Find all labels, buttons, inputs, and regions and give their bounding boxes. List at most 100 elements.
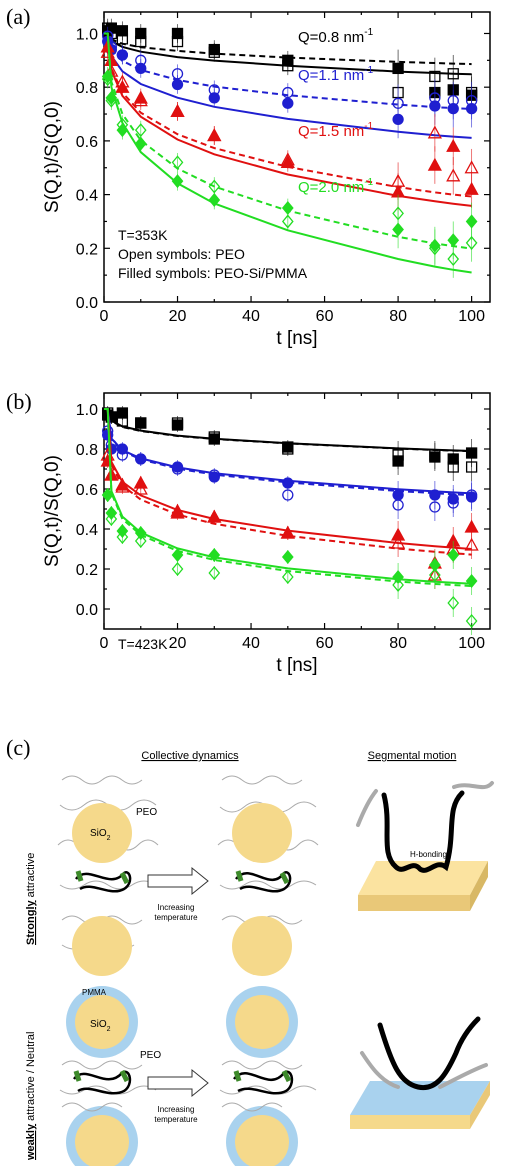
data-point-open bbox=[465, 235, 478, 250]
row1-left-particle-bottom bbox=[72, 916, 132, 976]
row1-right-cluster bbox=[217, 775, 319, 976]
x-axis-title: t [ns] bbox=[276, 655, 317, 676]
data-point-filled bbox=[464, 519, 479, 533]
data-point-filled bbox=[171, 419, 184, 431]
sio2-sub-row2: 2 bbox=[107, 1026, 111, 1033]
q-label-superscript: -1 bbox=[364, 65, 373, 76]
y-tick-label: 0.2 bbox=[76, 241, 98, 258]
row2-right-chain bbox=[233, 1070, 294, 1095]
row2-left-particle-top bbox=[75, 995, 129, 1049]
row2-left-chain bbox=[73, 1070, 132, 1095]
y-axis-title: S(Q,t)/S(Q,0) bbox=[42, 101, 63, 213]
plot-frame bbox=[103, 392, 491, 630]
data-point-filled bbox=[134, 525, 147, 541]
x-tick-label: 0 bbox=[100, 635, 109, 652]
row-label-weakly: weakly bbox=[25, 1123, 37, 1161]
fit-line-open bbox=[104, 32, 472, 110]
row2-surface-top bbox=[350, 1081, 490, 1115]
row1-surface-front bbox=[358, 895, 470, 911]
data-point-filled bbox=[391, 527, 406, 541]
y-tick-label: 0.4 bbox=[76, 188, 98, 205]
data-point-filled bbox=[105, 505, 118, 521]
x-tick-label: 80 bbox=[389, 635, 407, 652]
arrow-row1-text-1: Increasing bbox=[158, 903, 195, 912]
row-label-neutral: attractive / Neutral bbox=[25, 1032, 37, 1124]
data-point-open bbox=[464, 537, 479, 551]
data-point-filled bbox=[465, 103, 478, 115]
data-point-open bbox=[465, 613, 478, 629]
data-point-filled bbox=[116, 25, 129, 37]
fit-line-filled bbox=[104, 408, 472, 550]
data-point-filled bbox=[429, 451, 441, 463]
data-point-filled bbox=[465, 214, 478, 229]
data-point-open bbox=[134, 533, 147, 549]
data-point-filled bbox=[135, 62, 147, 75]
q-label: Q=2.0 nm-1 bbox=[298, 177, 374, 196]
chart-a-svg: (a) 0 20 40 60 80 100 0.0 0.2 0.4 0.6 0.8 1.0 t [ns] S… bbox=[6, 4, 491, 349]
data-point-filled bbox=[105, 411, 118, 423]
row2-right-cluster bbox=[219, 986, 317, 1166]
x-tick-label: 80 bbox=[389, 308, 407, 325]
row2-left-peo-chains bbox=[59, 1060, 157, 1112]
data-point-filled bbox=[208, 43, 220, 56]
y-tick-label: 0.2 bbox=[76, 562, 98, 579]
y-tick-label: 0.8 bbox=[76, 442, 98, 459]
row1-right-particle-bottom bbox=[232, 916, 292, 976]
note-text: T=353K bbox=[118, 227, 168, 243]
data-point-filled bbox=[135, 417, 147, 429]
data-point-filled bbox=[447, 103, 459, 115]
data-point-filled bbox=[280, 155, 295, 169]
q-label: Q=1.1 nm-1 bbox=[298, 65, 374, 84]
peo-label-row1: PEO bbox=[136, 807, 157, 818]
data-point-open bbox=[171, 155, 184, 170]
y-tick-label: 1.0 bbox=[76, 26, 98, 43]
data-point-filled bbox=[171, 78, 184, 91]
data-point-open bbox=[429, 567, 441, 583]
y-tick-label: 0.6 bbox=[76, 482, 98, 499]
data-point-filled bbox=[171, 27, 184, 40]
panel-c-schematic: (c) Collective dynamics Segmental motion… bbox=[0, 735, 520, 1166]
fit-line-open bbox=[104, 408, 472, 587]
data-point-filled bbox=[104, 52, 119, 66]
row1-right-particle-top bbox=[232, 803, 292, 863]
data-point-filled bbox=[282, 54, 294, 66]
row2-polymer-chain bbox=[377, 1016, 481, 1091]
data-point-filled bbox=[447, 233, 460, 248]
q-label-superscript: -1 bbox=[364, 121, 373, 132]
data-point-filled bbox=[392, 455, 404, 467]
series-circle bbox=[102, 408, 478, 521]
arrow-row1 bbox=[147, 866, 209, 896]
note-text: Filled symbols: PEO-Si/PMMA bbox=[118, 265, 308, 281]
data-point-filled bbox=[282, 97, 294, 109]
x-tick-label: 100 bbox=[458, 635, 485, 652]
row1-polymer-shadow bbox=[356, 781, 494, 827]
data-point-filled bbox=[208, 547, 221, 563]
data-point-open bbox=[446, 168, 461, 182]
series-triangle bbox=[100, 32, 479, 211]
data-point-filled bbox=[427, 157, 442, 171]
sio2-sub-row1: 2 bbox=[107, 835, 111, 842]
data-point-filled bbox=[116, 407, 129, 419]
x-tick-label: 20 bbox=[169, 308, 187, 325]
data-point-open bbox=[281, 214, 294, 229]
row-label-attractive: attractive bbox=[25, 853, 37, 901]
data-point-filled bbox=[465, 573, 478, 589]
row2-left-cluster: PMMA SiO2 PEO bbox=[59, 986, 161, 1166]
data-point-filled bbox=[208, 471, 220, 483]
chart-b-svg: (b) 0 20 40 60 80 100 0.0 0.2 0.4 0.6 0.8 1.0 t [ns] S… bbox=[6, 389, 491, 676]
row2-segmental bbox=[350, 1016, 490, 1129]
data-point-filled bbox=[133, 90, 148, 104]
x-axis-title: t [ns] bbox=[276, 328, 317, 349]
x-tick-label: 60 bbox=[316, 308, 334, 325]
data-point-filled bbox=[281, 549, 294, 565]
row1-right-chain-marks bbox=[235, 870, 290, 885]
data-point-filled bbox=[115, 477, 130, 491]
row1-left-chain-marks bbox=[75, 870, 130, 885]
sio2-label-row1: SiO2 bbox=[90, 828, 111, 842]
data-point-filled bbox=[208, 92, 220, 104]
schematic-svg: (c) Collective dynamics Segmental motion… bbox=[6, 735, 494, 1166]
y-tick-label: 1.0 bbox=[76, 402, 98, 419]
row2-right-peo-chains bbox=[219, 1060, 317, 1112]
series-diamond bbox=[101, 32, 478, 278]
data-point-filled bbox=[465, 491, 478, 503]
